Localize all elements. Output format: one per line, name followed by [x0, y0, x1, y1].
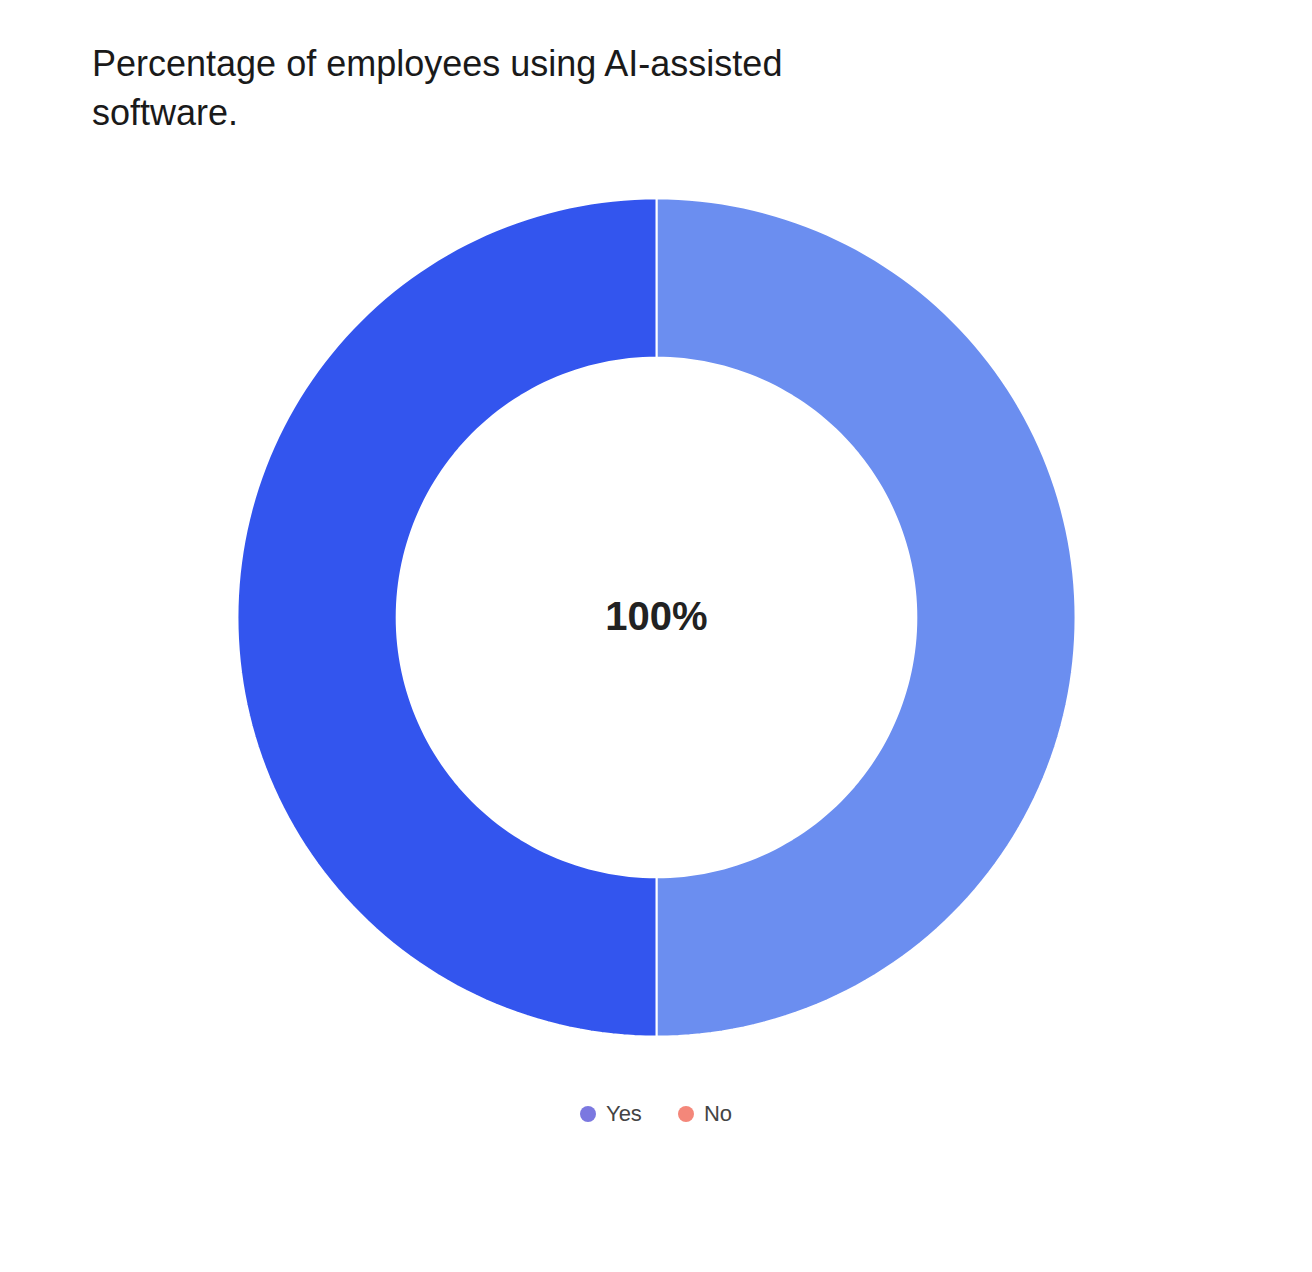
- html-text:Percentage of employees using: Percentage of employees using AI-assiste…: [92, 43, 783, 133]
- html-text:Yes: Yes: [606, 1101, 642, 1127]
- html-text:No: No: [703, 1101, 732, 1127]
- svg-text:100%: 100%: [605, 594, 707, 638]
